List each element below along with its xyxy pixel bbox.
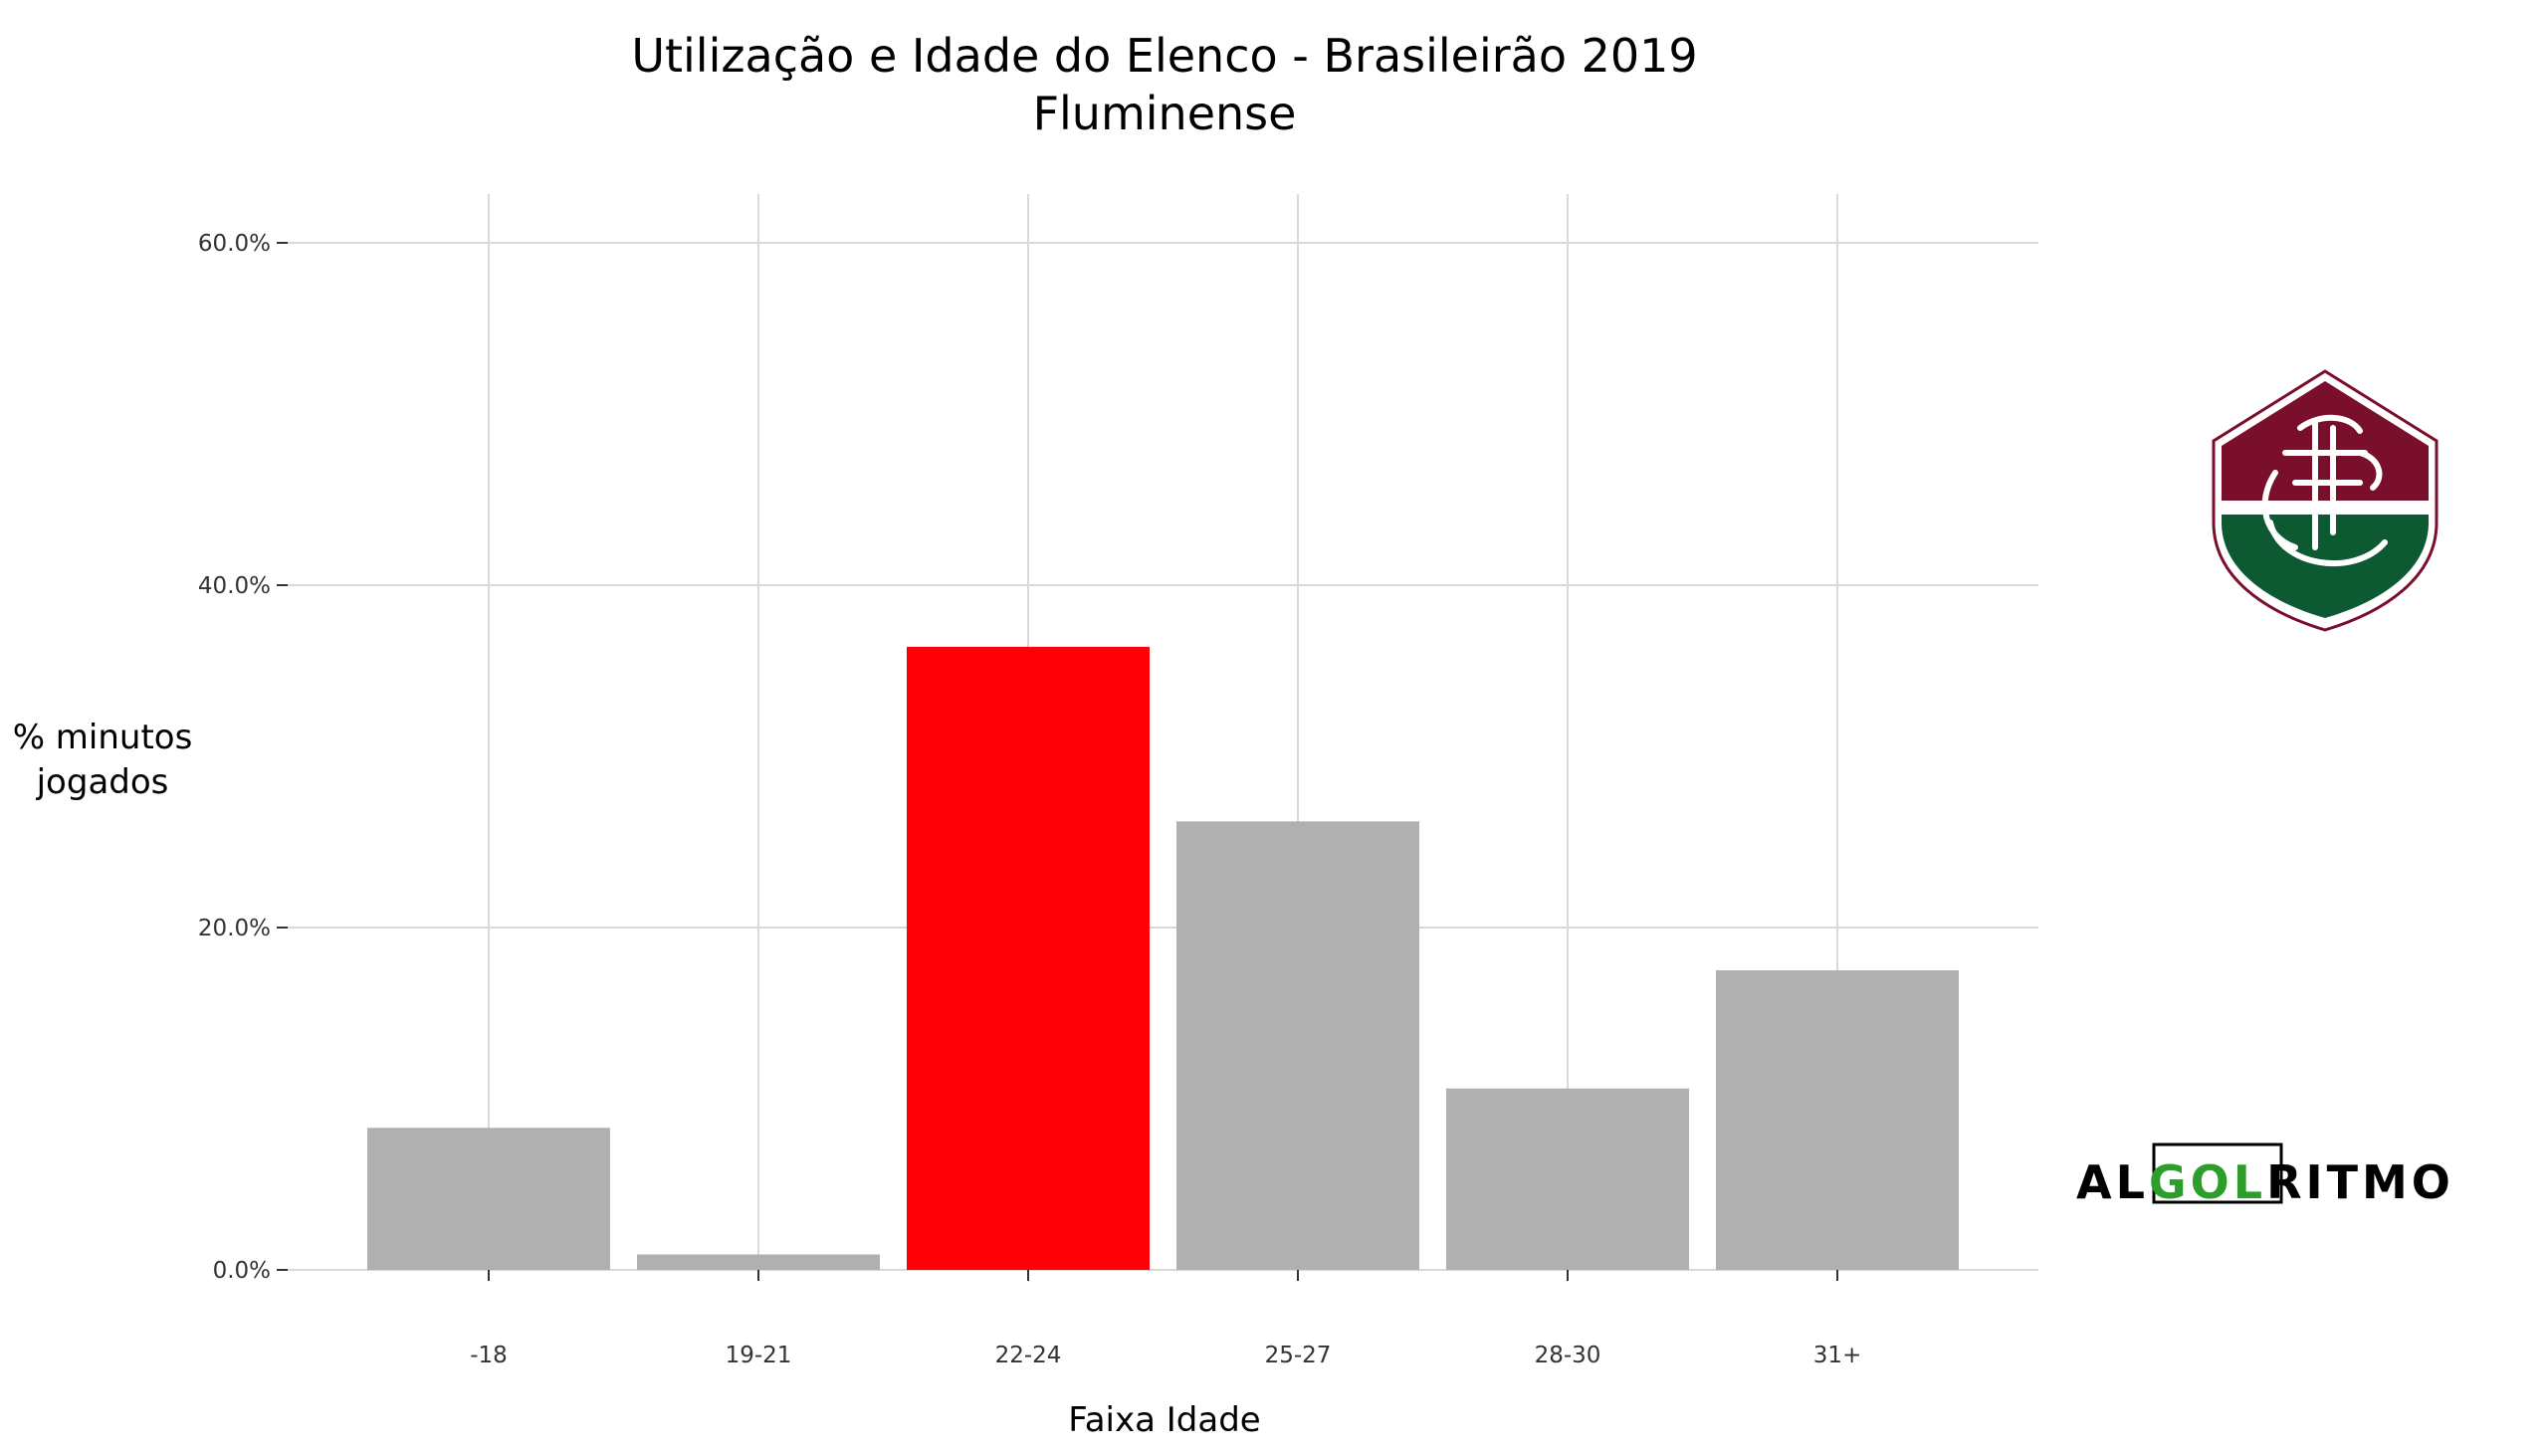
x-tick-label: -18: [470, 1343, 508, 1368]
x-axis-title: Faixa Idade: [1068, 1400, 1260, 1440]
fluminense-crest-icon: [2212, 369, 2439, 632]
x-tick-label: 25-27: [1265, 1343, 1332, 1368]
y-tick-label: 20.0%: [198, 916, 271, 941]
x-tick-label: 28-30: [1535, 1343, 1601, 1368]
bar-28-30: [1446, 1088, 1689, 1270]
algolritmo-logo: ALGOLRITMO: [2076, 1143, 2454, 1209]
x-tick-label: 22-24: [995, 1343, 1062, 1368]
x-axis-ticks: -18 19-21 22-24 25-27 28-30 31+: [470, 1270, 1861, 1368]
bar-25-27: [1176, 821, 1419, 1270]
y-tick-label: 40.0%: [198, 573, 271, 599]
goal-frame-icon: [2152, 1143, 2283, 1204]
x-tick-label: 19-21: [726, 1343, 792, 1368]
brand-text-before: AL: [2076, 1155, 2149, 1209]
svg-text:ALGOLRITMO: ALGOLRITMO: [2076, 1155, 2454, 1209]
bar--18: [367, 1128, 610, 1270]
bar-19-21: [637, 1254, 880, 1270]
x-tick-label: 31+: [1813, 1343, 1862, 1368]
brand-text-highlight: GOL: [2149, 1155, 2266, 1209]
y-axis-title-line1: % minutos: [13, 718, 193, 757]
bar-22-24: [907, 646, 1150, 1270]
brand-text-after: RITMO: [2266, 1155, 2454, 1209]
bar-31+: [1716, 970, 1959, 1270]
y-axis-title-line2: jogados: [36, 762, 169, 802]
y-tick-label: 0.0%: [213, 1258, 271, 1284]
y-axis-ticks: 0.0% 20.0% 40.0% 60.0%: [198, 231, 288, 1284]
chart-subtitle: Fluminense: [1033, 87, 1297, 140]
y-tick-label: 60.0%: [198, 231, 271, 257]
chart-title: Utilização e Idade do Elenco - Brasileir…: [631, 29, 1697, 83]
bar-layer: [367, 646, 1959, 1270]
